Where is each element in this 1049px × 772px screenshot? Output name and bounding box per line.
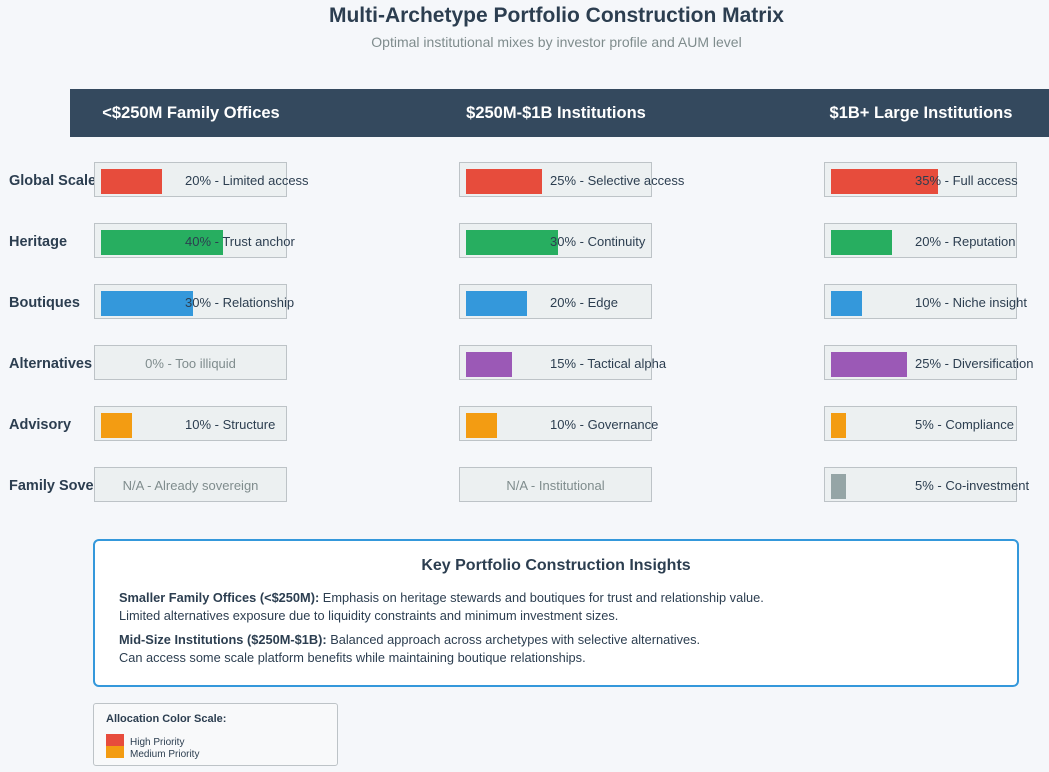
allocation-bar [466,230,558,255]
row-label-advisory: Advisory [9,417,72,433]
allocation-bar [831,169,938,194]
allocation-cell: 20% - Limited access [94,162,309,197]
allocation-bar [101,291,193,316]
allocation-cell: N/A - Already sovereign [94,467,287,502]
allocation-bar [831,413,846,438]
allocation-bar [831,291,862,316]
legend: Allocation Color Scale: High Priority Me… [93,703,338,766]
allocation-label: 30% - Continuity [550,234,646,249]
allocation-cell: 10% - Niche insight [824,284,1027,319]
allocation-bar [466,169,542,194]
allocation-label: 20% - Edge [550,295,618,310]
insights-panel: Key Portfolio Construction Insights Smal… [93,539,1019,687]
insights-title: Key Portfolio Construction Insights [421,557,691,574]
row-label-boutiques: Boutiques [9,295,80,311]
allocation-label: 20% - Limited access [185,173,309,188]
allocation-label: 10% - Governance [550,417,659,432]
allocation-label: 20% - Reputation [915,234,1016,249]
legend-swatch-medium [106,746,124,758]
allocation-cell: 20% - Reputation [824,223,1017,258]
insight-small-offices: Smaller Family Offices (<$250M): Emphasi… [119,589,999,625]
allocation-bar [466,413,497,438]
allocation-cell: 15% - Tactical alpha [459,345,666,380]
allocation-cell: 5% - Compliance [824,406,1017,441]
allocation-cell: 0% - Too illiquid [94,345,287,380]
insight-text: Limited alternatives exposure due to liq… [119,608,619,623]
allocation-bar [466,291,527,316]
allocation-label: 10% - Structure [185,417,276,432]
insight-text: Balanced approach across archetypes with… [330,632,701,647]
allocation-bar [101,413,132,438]
insight-text: Can access some scale platform benefits … [119,650,586,665]
row-label-global-scale: Global Scale [9,173,95,189]
insight-text: Emphasis on heritage stewards and boutiq… [322,590,764,605]
allocation-cell: N/A - Institutional [459,467,652,502]
insight-heading: Smaller Family Offices (<$250M): [119,590,320,605]
allocation-bar [831,474,846,499]
allocation-cell: 25% - Diversification [824,345,1034,380]
row-label-heritage: Heritage [9,234,68,250]
allocation-cell: 35% - Full access [824,162,1018,197]
allocation-cell: 5% - Co-investment [824,467,1029,502]
allocation-cell: 30% - Continuity [459,223,652,258]
allocation-label: 35% - Full access [915,173,1018,188]
allocation-label: 30% - Relationship [185,295,295,310]
allocation-bar [466,352,512,377]
column-header-large: $1B+ Large Institutions [829,104,1013,122]
column-header-small: <$250M Family Offices [102,104,280,122]
allocation-label: 5% - Compliance [915,417,1014,432]
allocation-label: 5% - Co-investment [915,478,1030,493]
allocation-cell: 30% - Relationship [94,284,294,319]
row-label-family-sovereign: Family Sovereign [9,478,95,494]
insight-mid-institutions: Mid-Size Institutions ($250M-$1B): Balan… [119,631,999,667]
allocation-bar [101,230,223,255]
allocation-label: 15% - Tactical alpha [550,356,667,371]
allocation-bar [101,169,162,194]
row-label-alternatives: Alternatives [9,356,93,372]
allocation-cell: 10% - Structure [94,406,287,441]
allocation-cell: 40% - Trust anchor [94,223,295,258]
legend-label-medium: Medium Priority [130,749,200,760]
legend-title: Allocation Color Scale: [106,713,227,725]
insight-heading: Mid-Size Institutions ($250M-$1B): [119,632,327,647]
page-title: Multi-Archetype Portfolio Construction M… [328,4,784,27]
allocation-label: N/A - Already sovereign [122,478,259,493]
column-header-band [70,89,1049,137]
column-header-mid: $250M-$1B Institutions [466,104,646,122]
allocation-label: 25% - Diversification [915,356,1034,371]
legend-label-high: High Priority [130,737,185,748]
allocation-label: 40% - Trust anchor [185,234,295,249]
allocation-label: 0% - Too illiquid [145,356,236,371]
allocation-cell: 10% - Governance [459,406,658,441]
allocation-label: N/A - Institutional [506,478,605,493]
allocation-bar [831,230,892,255]
allocation-label: 10% - Niche insight [915,295,1027,310]
page-subtitle: Optimal institutional mixes by investor … [371,34,742,50]
allocation-label: 25% - Selective access [550,173,685,188]
allocation-cell: 25% - Selective access [459,162,684,197]
allocation-cell: 20% - Edge [459,284,652,319]
allocation-bar [831,352,907,377]
legend-swatch-high [106,734,124,746]
